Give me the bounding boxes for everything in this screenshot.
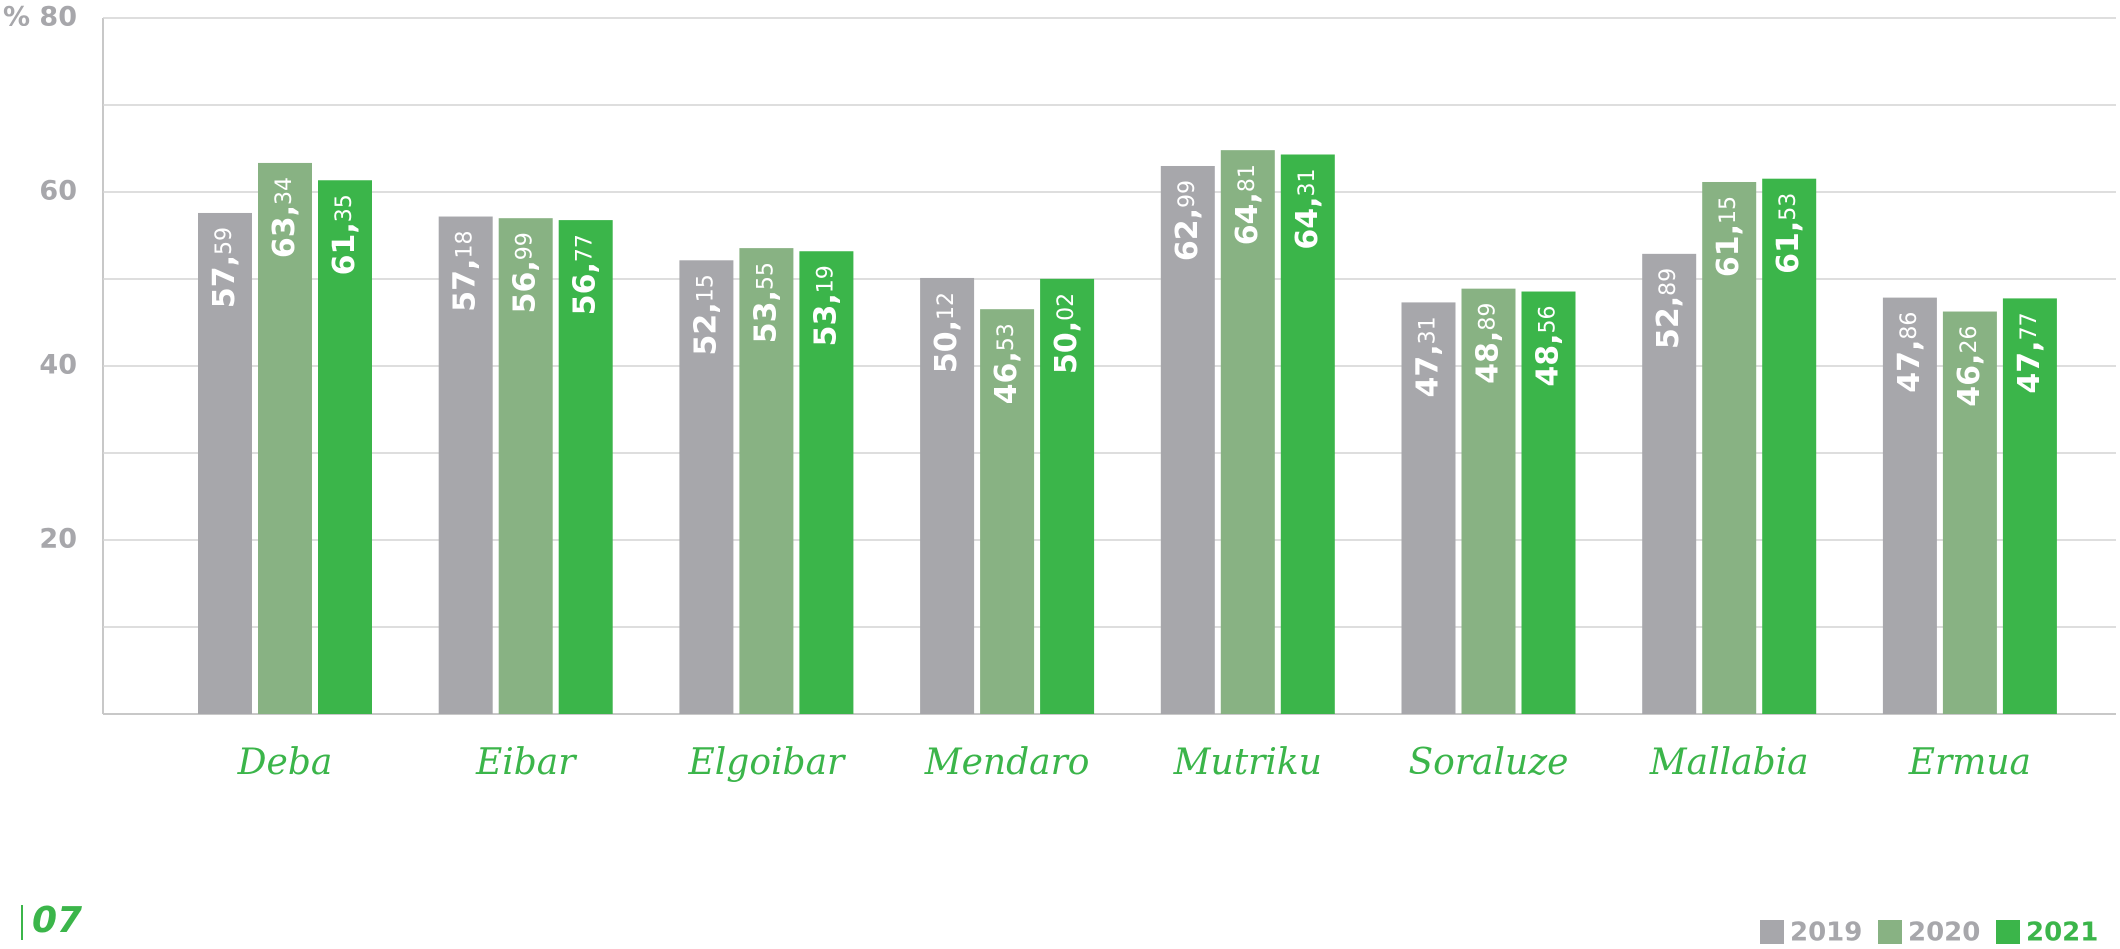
bar: [1882, 297, 1937, 714]
x-tick-label: Mallabia: [1649, 742, 1809, 783]
x-tick-label: Deba: [237, 742, 333, 783]
bar: [1160, 165, 1215, 714]
x-tick-label: Eibar: [475, 742, 577, 783]
value-label: 48,56: [1530, 306, 1565, 387]
value-label: 50,02: [1049, 293, 1084, 374]
y-tick-label: % 80: [3, 2, 77, 33]
value-label: 61,53: [1771, 193, 1806, 274]
bar: [198, 212, 252, 715]
value-label: 64,31: [1289, 169, 1324, 250]
value-label: 56,77: [567, 234, 602, 315]
value-label: 47,77: [2011, 312, 2046, 393]
bar: [258, 162, 312, 714]
value-label: 61,15: [1711, 196, 1746, 277]
bar: [739, 248, 794, 715]
value-label: 47,86: [1891, 312, 1926, 393]
bar: [558, 220, 613, 714]
bar: [679, 260, 734, 714]
legend-swatch: [1760, 920, 1784, 944]
bar: [1040, 278, 1095, 714]
legend-label: 2021: [2026, 918, 2098, 946]
bar: [1220, 150, 1275, 714]
bar: [980, 309, 1035, 714]
value-label: 53,55: [748, 262, 783, 343]
bar: [1702, 181, 1757, 714]
x-tick-label: Ermua: [1908, 742, 2031, 783]
value-label: 63,34: [267, 177, 302, 258]
legend-swatch: [1878, 920, 1902, 944]
bar: [1942, 311, 1997, 714]
value-label: 46,26: [1951, 326, 1986, 407]
value-label: 64,81: [1229, 164, 1264, 245]
value-label: 52,89: [1651, 268, 1686, 349]
bar: [1401, 302, 1456, 714]
y-tick-label: 20: [39, 524, 77, 555]
x-tick-label: Mutriku: [1173, 742, 1322, 783]
value-label: 53,19: [808, 265, 843, 346]
y-tick-label: 60: [39, 176, 77, 207]
y-tick-label: 40: [39, 350, 77, 381]
x-tick-label: Soraluze: [1409, 742, 1569, 783]
bar: [1461, 288, 1516, 714]
bar: [799, 251, 854, 714]
legend-label: 2020: [1908, 918, 1980, 946]
bar: [438, 216, 493, 714]
value-label: 57,59: [207, 227, 242, 308]
legend-label: 2019: [1790, 918, 1862, 946]
bar: [2002, 298, 2057, 714]
value-label: 50,12: [929, 292, 964, 373]
bar: [498, 218, 553, 714]
bar: [1642, 253, 1697, 714]
value-label: 57,18: [447, 231, 482, 312]
value-label: 46,53: [989, 323, 1024, 404]
page-number: 07: [32, 900, 82, 941]
bar: [1762, 178, 1817, 715]
value-label: 62,99: [1169, 180, 1204, 261]
bar: [1280, 154, 1335, 715]
x-tick-label: Mendaro: [924, 742, 1090, 783]
x-tick-label: Elgoibar: [688, 742, 847, 783]
bar: [1521, 291, 1576, 714]
value-label: 52,15: [688, 274, 723, 355]
value-label: 47,31: [1410, 316, 1445, 397]
legend-swatch: [1996, 920, 2020, 944]
value-label: 61,35: [327, 194, 362, 275]
bar: [920, 277, 975, 714]
value-label: 56,99: [507, 232, 542, 313]
bar: [318, 180, 372, 714]
value-label: 48,89: [1470, 303, 1505, 384]
